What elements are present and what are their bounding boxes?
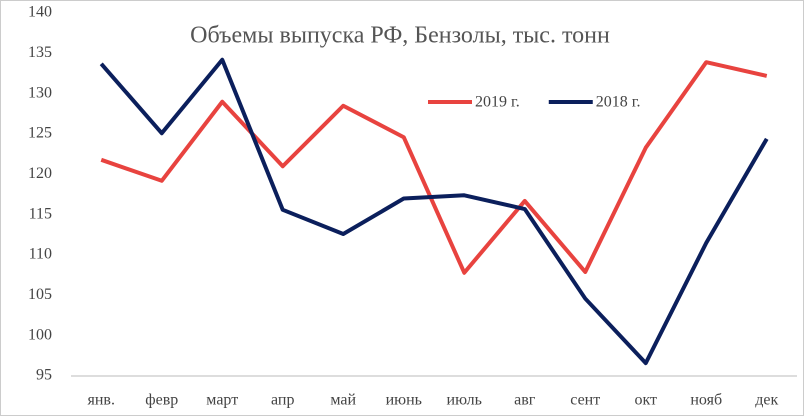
y-tick-label: 140 <box>28 4 52 21</box>
y-tick-label: 130 <box>28 84 52 101</box>
y-tick-label: 125 <box>28 125 52 142</box>
x-tick-label: июль <box>447 392 482 409</box>
x-tick-label: янв. <box>88 392 115 409</box>
x-tick-label: сент <box>570 392 600 409</box>
x-tick-label: май <box>330 392 356 409</box>
legend-label: 2018 г. <box>596 94 641 111</box>
x-tick-label: нояб <box>690 392 722 409</box>
chart-title: Объемы выпуска РФ, Бензолы, тыс. тонн <box>190 23 610 49</box>
x-tick-label: февр <box>145 392 178 409</box>
y-tick-label: 110 <box>29 246 52 263</box>
legend-label: 2019 г. <box>475 94 520 111</box>
y-tick-label: 105 <box>28 286 52 303</box>
x-tick-label: март <box>206 392 238 409</box>
x-tick-label: апр <box>271 392 294 409</box>
x-tick-label: авг <box>514 392 536 409</box>
y-tick-label: 100 <box>28 326 52 343</box>
y-tick-label: 95 <box>36 367 52 384</box>
x-tick-label: дек <box>755 392 778 409</box>
y-tick-label: 135 <box>28 44 52 61</box>
line-series <box>99 57 769 366</box>
y-tick-label: 120 <box>28 165 52 182</box>
line-series <box>100 60 768 275</box>
x-tick-label: июнь <box>386 392 422 409</box>
y-tick-label: 115 <box>29 205 52 222</box>
x-tick-label: окт <box>634 392 657 409</box>
